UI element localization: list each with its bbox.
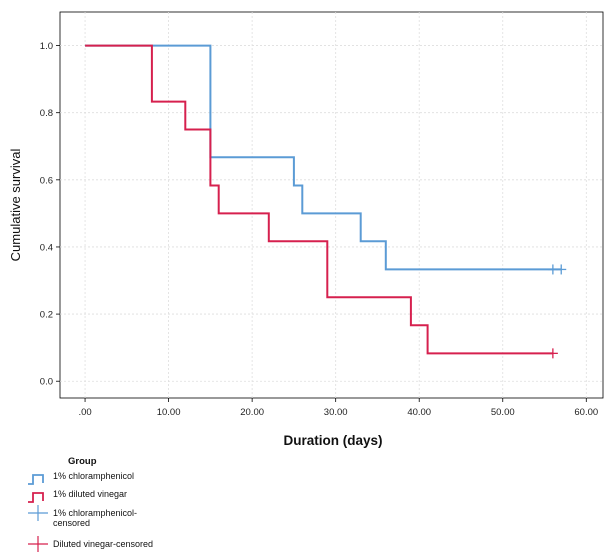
y-tick-label: 0.8 bbox=[40, 108, 53, 119]
x-tick-label: 20.00 bbox=[240, 407, 264, 418]
legend-title: Group bbox=[68, 456, 97, 467]
x-tick-label: 60.00 bbox=[574, 407, 598, 418]
x-axis-title: Duration (days) bbox=[283, 433, 382, 448]
y-tick-label: 0.2 bbox=[40, 310, 53, 321]
y-axis-title: Cumulative survival bbox=[8, 149, 23, 262]
legend-label-3: 1% chloramphenicol- bbox=[53, 508, 137, 518]
legend-swatch-1 bbox=[28, 475, 43, 484]
x-tick-label: 50.00 bbox=[491, 407, 515, 418]
legend-label-3-line2: censored bbox=[53, 518, 90, 528]
x-tick-label: .00 bbox=[78, 407, 91, 418]
x-tick-label: 30.00 bbox=[324, 407, 348, 418]
legend: Group 1% chloramphenicol 1% diluted vineg… bbox=[28, 456, 153, 552]
y-tick-label: 1.0 bbox=[40, 41, 53, 52]
y-tick-label: 0.4 bbox=[40, 242, 53, 253]
y-tick-label: 0.6 bbox=[40, 175, 53, 186]
legend-label-4: Diluted vinegar-censored bbox=[53, 539, 153, 549]
x-tick-label: 40.00 bbox=[407, 407, 431, 418]
legend-label-2: 1% diluted vinegar bbox=[53, 489, 127, 499]
y-tick-label: 0.0 bbox=[40, 377, 53, 388]
legend-label-1: 1% chloramphenicol bbox=[53, 471, 134, 481]
x-tick-label: 10.00 bbox=[157, 407, 181, 418]
plot-area bbox=[60, 12, 603, 398]
legend-swatch-2 bbox=[28, 493, 43, 502]
